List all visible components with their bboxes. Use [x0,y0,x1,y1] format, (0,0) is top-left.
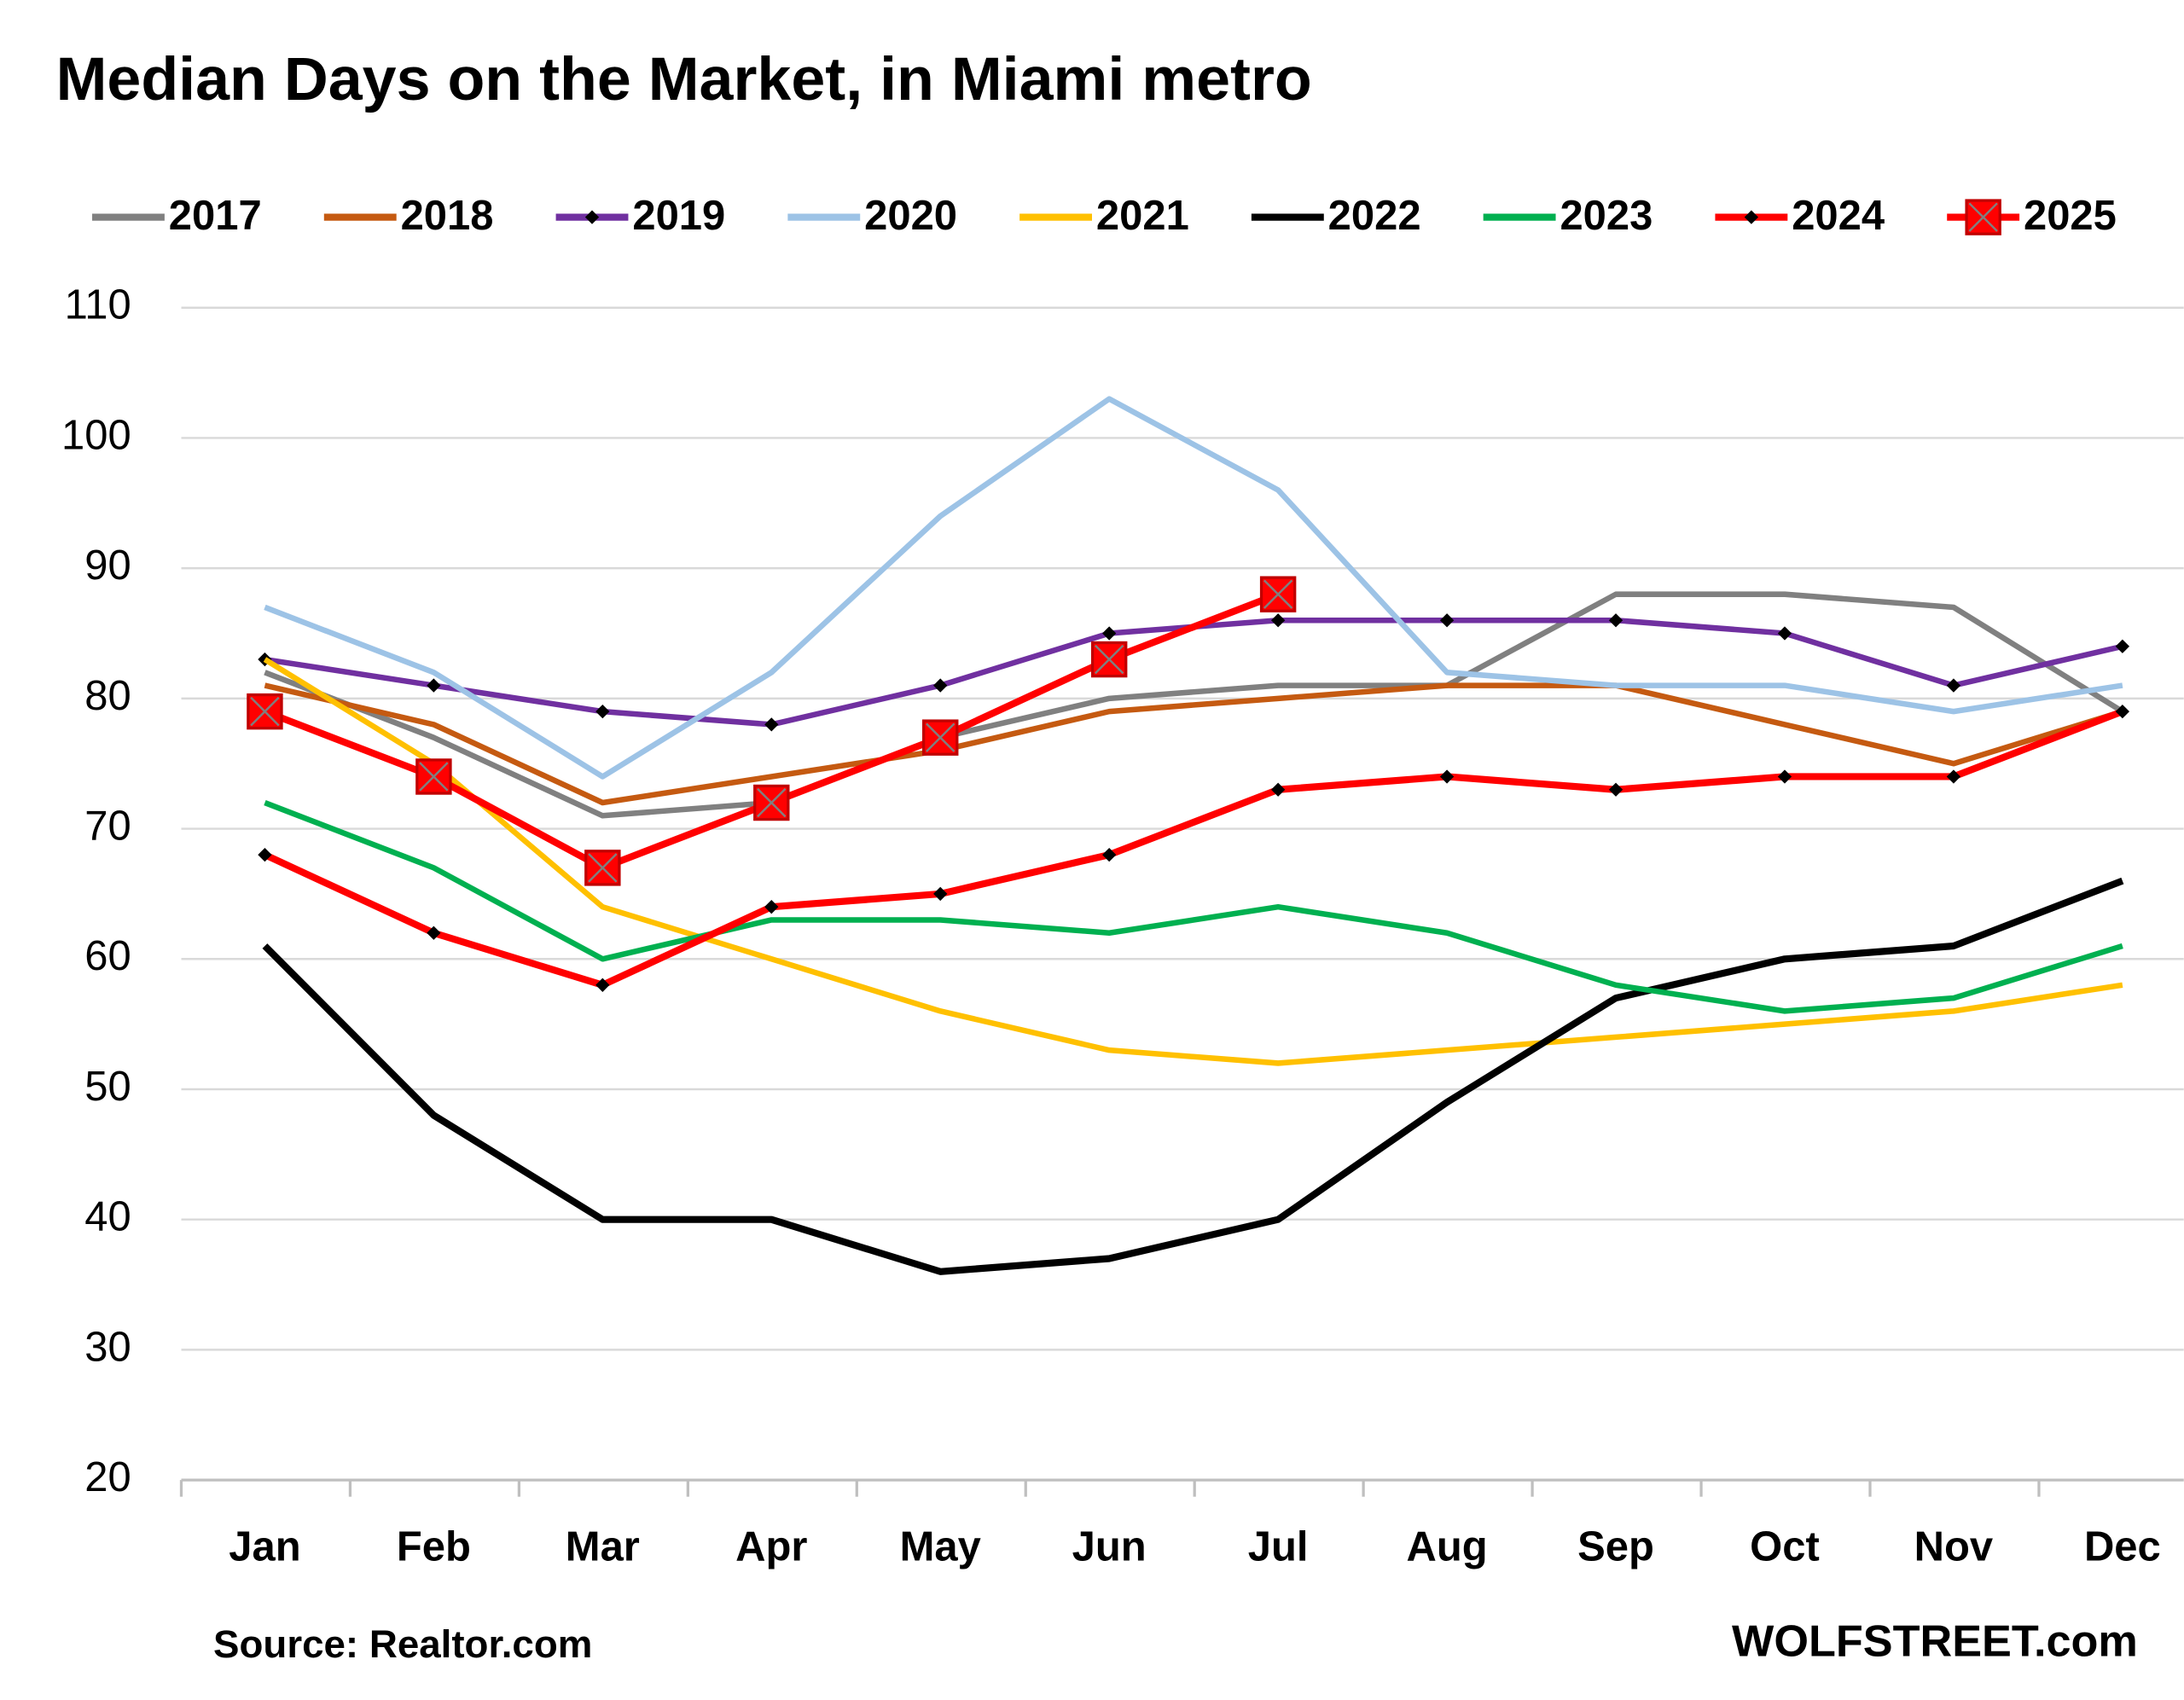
legend-label: 2017 [169,193,262,239]
line [263,708,2124,989]
marker [415,758,452,795]
marker [1259,576,1297,612]
marker [764,900,779,914]
marker [427,678,441,693]
y-tick-label: 90 [84,542,131,589]
legend-label: 2019 [632,193,725,239]
y-tick-label: 40 [84,1194,131,1240]
legend-label: 2025 [2024,193,2117,239]
y-tick-label: 50 [84,1064,131,1110]
marker [595,704,610,719]
marker [1102,626,1117,641]
marker [753,784,790,821]
legend-label: 2023 [1560,193,1653,239]
marker [1777,769,1792,784]
line [263,657,2123,1066]
marker [247,693,283,730]
marker-cross [250,696,280,727]
legend-label: 2018 [401,193,494,239]
marker [1270,613,1286,628]
y-tick-label: 70 [84,804,131,850]
x-tick-label: Nov [1914,1524,1994,1570]
marker [427,925,441,940]
series: 2025 [247,193,2117,886]
x-tick-label: May [900,1524,981,1570]
line [264,617,2123,728]
marker-cross [588,853,618,883]
marker [1777,626,1792,641]
marker [1102,847,1117,862]
line [264,591,2124,819]
series: 2024 [258,193,2130,992]
y-tick-label: 20 [84,1454,131,1500]
marker-cross [926,722,956,752]
marker [1608,613,1623,628]
x-tick-label: Sep [1577,1524,1654,1570]
marker [1608,782,1623,797]
marker [933,886,948,902]
legend-label: 2020 [864,193,957,239]
series: 2017 [92,193,2124,819]
marker [1946,678,1961,693]
legend-label: 2024 [1792,193,1885,239]
y-tick-label: 30 [84,1324,131,1370]
marker [595,978,610,992]
marker [922,719,959,756]
x-tick-label: Apr [735,1524,807,1570]
series: 2018 [264,193,2123,806]
marker [584,850,621,886]
marker [2115,704,2130,719]
marker [1270,782,1286,797]
marker [1946,769,1961,784]
series: 2022 [262,193,2124,1275]
x-tick-label: Feb [397,1524,471,1570]
x-tick-label: Jun [1072,1524,1147,1570]
y-tick-label: 60 [84,933,131,979]
series: 2023 [264,193,2123,1014]
x-tick-label: Mar [566,1524,640,1570]
line [264,396,2123,780]
marker-cross [1094,644,1124,675]
marker [1090,641,1128,678]
marker [1965,199,2001,235]
line [262,877,2124,1275]
marker-cross [419,762,449,792]
line [264,682,2123,806]
marker [1439,613,1455,628]
x-tick-label: Aug [1406,1524,1487,1570]
chart-title: Median Days on the Market, in Miami metr… [56,45,1312,113]
marker [933,678,948,693]
line [264,799,2123,1014]
marker-cross [757,787,787,818]
legend-label: 2022 [1328,193,1421,239]
x-tick-label: Jul [1248,1524,1309,1570]
marker [584,210,600,224]
marker-cross [1968,202,1998,232]
marker-cross [1263,579,1293,609]
marker [1744,210,1759,224]
x-tick-label: Dec [2084,1524,2161,1570]
source: Source: Realtor.com [213,1622,592,1666]
marker [2115,639,2130,653]
marker [764,717,779,732]
marker [1439,769,1455,784]
series: 2021 [263,193,2123,1066]
series: 2019 [258,193,2130,732]
series: 2020 [264,193,2123,780]
credit: WOLFSTREET.com [1732,1617,2138,1667]
y-tick-label: 80 [84,673,131,719]
y-tick-label: 100 [61,412,131,458]
x-tick-label: Oct [1750,1524,1820,1570]
x-tick-label: Jan [229,1524,300,1570]
legend-label: 2021 [1096,193,1189,239]
y-tick-label: 110 [65,282,131,328]
